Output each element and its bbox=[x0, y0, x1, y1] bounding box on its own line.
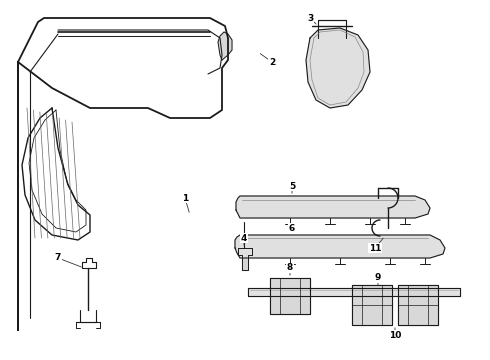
Text: 6: 6 bbox=[289, 224, 295, 233]
Polygon shape bbox=[306, 28, 370, 108]
Text: 10: 10 bbox=[389, 330, 401, 339]
Polygon shape bbox=[398, 285, 438, 325]
Polygon shape bbox=[248, 288, 460, 296]
Text: 2: 2 bbox=[269, 58, 275, 67]
Text: 3: 3 bbox=[307, 14, 313, 23]
Text: 8: 8 bbox=[287, 264, 293, 273]
Polygon shape bbox=[352, 285, 392, 325]
Text: 5: 5 bbox=[289, 181, 295, 190]
Text: 4: 4 bbox=[241, 234, 247, 243]
Text: 7: 7 bbox=[55, 253, 61, 262]
Polygon shape bbox=[236, 196, 430, 218]
Text: 11: 11 bbox=[369, 243, 381, 252]
Polygon shape bbox=[238, 248, 252, 270]
Text: 1: 1 bbox=[182, 194, 188, 202]
Polygon shape bbox=[270, 278, 310, 314]
Polygon shape bbox=[218, 32, 232, 60]
Polygon shape bbox=[235, 235, 445, 258]
Text: 9: 9 bbox=[375, 274, 381, 283]
